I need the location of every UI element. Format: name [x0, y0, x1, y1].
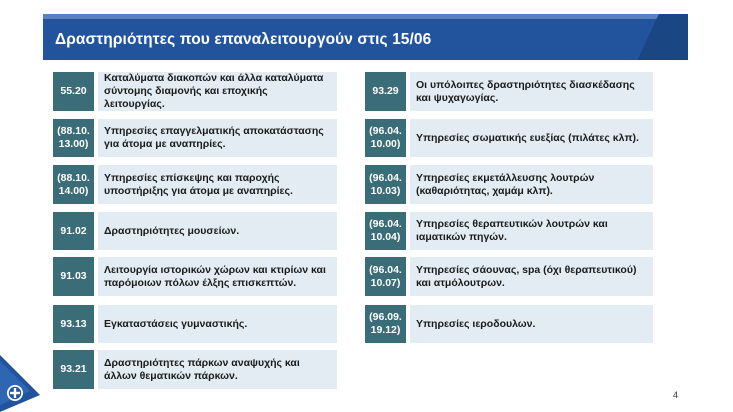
activity-code: (88.10. 13.00)	[53, 119, 94, 157]
activity-code: 91.02	[53, 212, 94, 250]
activity-code: (96.04. 10.03)	[365, 165, 406, 204]
activity-description: Λειτουργία ιστορικών χώρων και κτιρίων κ…	[98, 257, 337, 296]
activity-description: Υπηρεσίες θεραπευτικών λουτρών και ιαματ…	[410, 212, 653, 250]
activity-row: 91.03 Λειτουργία ιστορικών χώρων και κτι…	[53, 257, 337, 296]
page-number: 4	[672, 390, 678, 400]
activity-code: 55.20	[53, 72, 94, 111]
activity-description: Υπηρεσίες επίσκεψης και παροχής υποστήρι…	[98, 165, 337, 204]
activity-description: Εγκαταστάσεις γυμναστικής.	[98, 305, 337, 343]
activity-row: (96.04. 10.03) Υπηρεσίες εκμετάλλευσης λ…	[365, 165, 653, 204]
activity-row: 93.13 Εγκαταστάσεις γυμναστικής.	[53, 305, 337, 343]
activity-row: 91.02 Δραστηριότητες μουσείων.	[53, 212, 337, 250]
activity-code: (96.04. 10.07)	[365, 257, 406, 296]
activity-row: (96.04. 10.07) Υπηρεσίες σάουνας, spa (ό…	[365, 257, 653, 296]
activity-description: Υπηρεσίες ιεροδουλων.	[410, 305, 653, 343]
activity-description: Δραστηριότητες πάρκων αναψυχής και άλλων…	[98, 350, 337, 389]
activity-row: (88.10. 13.00) Υπηρεσίες επαγγελματικής …	[53, 119, 337, 157]
activity-code: (88.10. 14.00)	[53, 165, 94, 204]
activity-code: 93.29	[365, 72, 406, 111]
slide-title: Δραστηριότητες που επαναλειτουργούν στις…	[55, 31, 432, 48]
activity-description: Δραστηριότητες μουσείων.	[98, 212, 337, 250]
title-accent-line	[43, 14, 688, 19]
slide-title-bar: Δραστηριότητες που επαναλειτουργούν στις…	[43, 14, 688, 60]
activity-row: (96.09. 19.12) Υπηρεσίες ιεροδουλων.	[365, 305, 653, 343]
activity-description: Υπηρεσίες σάουνας, spa (όχι θεραπευτικού…	[410, 257, 653, 296]
activity-code: 93.13	[53, 305, 94, 343]
activity-description: Υπηρεσίες σωματικής ευεξίας (πιλάτες κλπ…	[410, 119, 653, 157]
activity-code: (96.04. 10.04)	[365, 212, 406, 250]
activity-row: 93.29 Οι υπόλοιπες δραστηριότητες διασκέ…	[365, 72, 653, 111]
activity-row: 55.20 Καταλύματα διακοπών και άλλα καταλ…	[53, 72, 337, 111]
activity-code: (96.04. 10.00)	[365, 119, 406, 157]
activity-row: (96.04. 10.00) Υπηρεσίες σωματικής ευεξί…	[365, 119, 653, 157]
activity-row: (96.04. 10.04) Υπηρεσίες θεραπευτικών λο…	[365, 212, 653, 250]
activity-description: Οι υπόλοιπες δραστηριότητες διασκέδασης …	[410, 72, 653, 111]
activity-code: (96.09. 19.12)	[365, 305, 406, 343]
title-corner-decoration	[625, 14, 688, 60]
activity-row: 93.21 Δραστηριότητες πάρκων αναψυχής και…	[53, 350, 337, 389]
activity-description: Καταλύματα διακοπών και άλλα καταλύματα …	[98, 72, 337, 111]
activity-description: Υπηρεσίες εκμετάλλευσης λουτρών (καθαριό…	[410, 165, 653, 204]
activity-code: 91.03	[53, 257, 94, 296]
greek-government-emblem-icon	[0, 355, 40, 412]
activity-row: (88.10. 14.00) Υπηρεσίες επίσκεψης και π…	[53, 165, 337, 204]
activity-description: Υπηρεσίες επαγγελματικής αποκατάστασης γ…	[98, 119, 337, 157]
activity-code: 93.21	[53, 350, 94, 389]
